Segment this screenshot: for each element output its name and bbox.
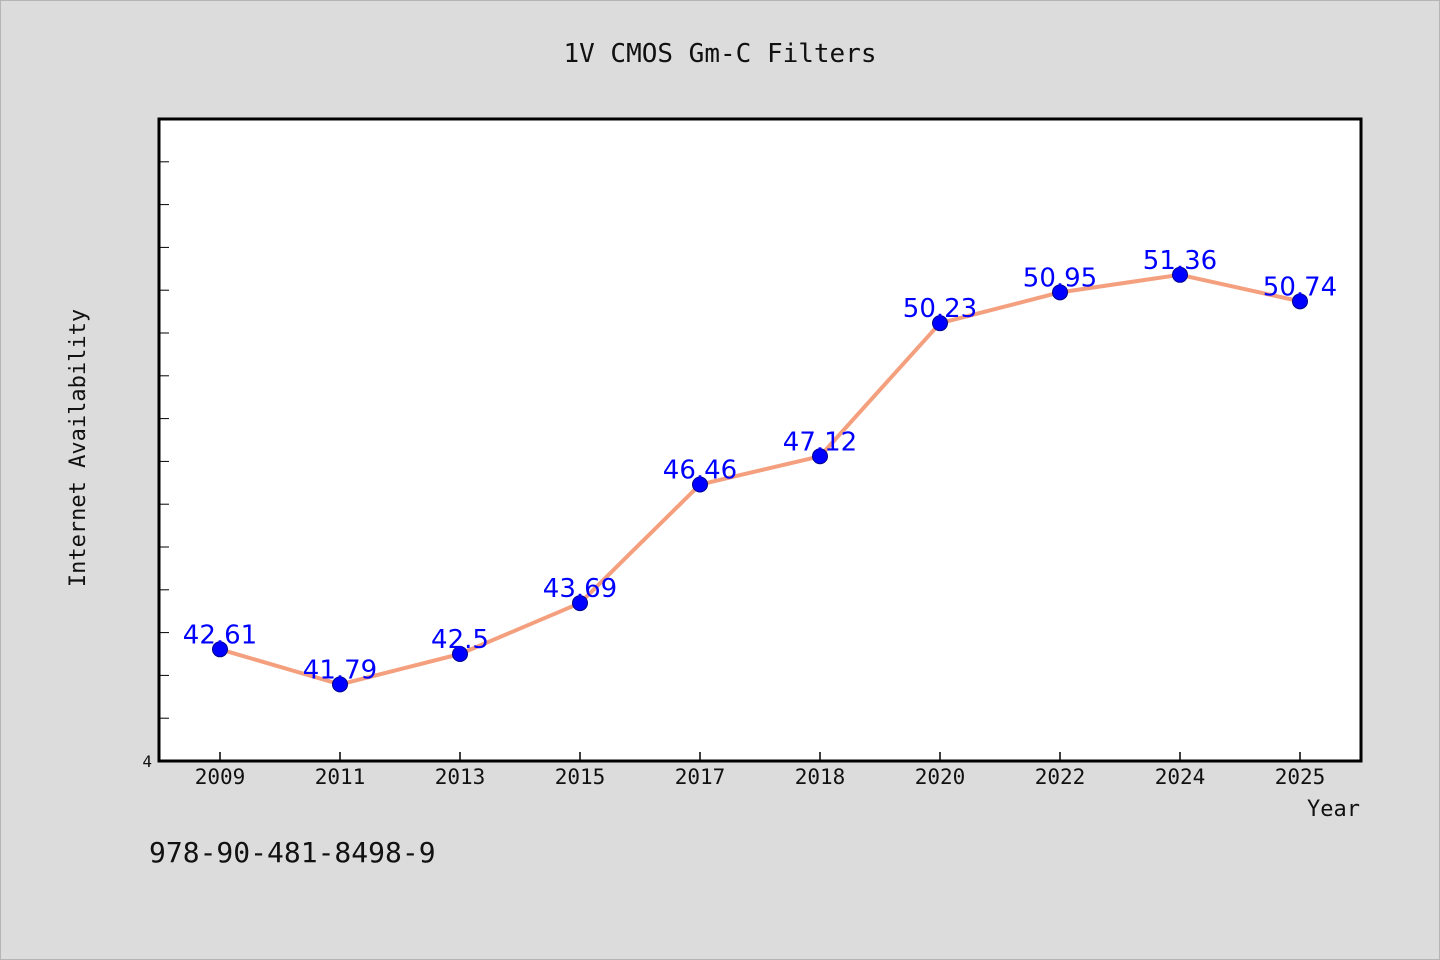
- x-tick-label: 2020: [915, 765, 966, 789]
- series-markers: [212, 266, 1308, 693]
- data-labels: 42.61 41.79 42.5 43.69 46.46 47.12 50.23 50.95 5…: [183, 246, 1337, 686]
- isbn-text: 978-90-481-8498-9: [149, 836, 436, 869]
- x-tick-label: 2024: [1155, 765, 1206, 789]
- x-tick-label: 2011: [315, 765, 366, 789]
- data-point: [212, 641, 228, 658]
- x-tick-label: 2025: [1275, 765, 1326, 789]
- data-label: 43.69: [543, 574, 617, 604]
- data-label: 41.79: [303, 655, 377, 685]
- x-axis-ticks: 2009 2011 2013 2015 2017 2018 2020 2022 2024 2025: [195, 752, 1326, 789]
- data-point: [812, 448, 828, 465]
- chart-title: 1V CMOS Gm-C Filters: [563, 39, 876, 69]
- data-label: 42.5: [431, 625, 489, 655]
- data-point: [572, 595, 588, 612]
- data-label: 47.12: [783, 427, 857, 457]
- x-tick-label: 2013: [435, 765, 486, 789]
- data-label: 42.61: [183, 620, 257, 650]
- y-tick-label: 4: [142, 752, 152, 771]
- data-label: 51.36: [1143, 246, 1217, 276]
- x-axis-label: Year: [1307, 797, 1360, 822]
- x-tick-label: 2009: [195, 765, 246, 789]
- y-axis-label: Internet Availability: [66, 309, 91, 587]
- data-point: [452, 646, 468, 662]
- x-tick-label: 2022: [1035, 765, 1086, 789]
- x-tick-label: 2018: [795, 765, 846, 789]
- data-label: 50.23: [903, 294, 977, 324]
- data-point: [1292, 293, 1308, 310]
- data-point: [932, 315, 948, 332]
- series-line: [218, 272, 1302, 687]
- data-point: [332, 676, 348, 693]
- y-axis-ticks: [159, 118, 169, 762]
- x-tick-label: 2015: [555, 765, 606, 789]
- data-label: 50.74: [1263, 272, 1337, 302]
- x-tick-label: 2017: [675, 765, 726, 789]
- data-label: 46.46: [663, 456, 737, 486]
- data-point: [1052, 284, 1068, 301]
- data-label: 50.95: [1023, 263, 1097, 293]
- plot-area: [157, 117, 1363, 763]
- data-point: [1172, 266, 1188, 283]
- data-point: [692, 476, 708, 493]
